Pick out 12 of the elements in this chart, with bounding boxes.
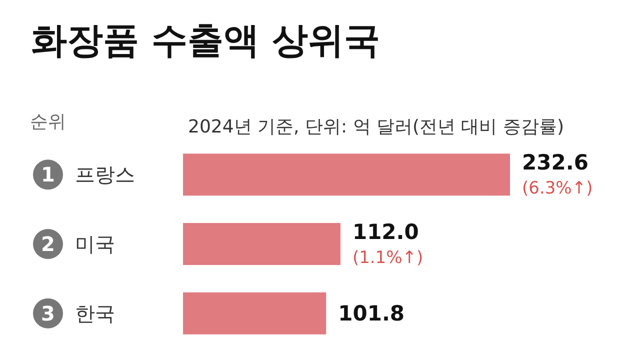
y-tick-label: 미국 (75, 232, 115, 256)
data-label: 101.8 (338, 301, 405, 326)
chart-subtitle: 2024년 기준, 단위: 억 달러(전년 대비 증감률) (188, 116, 564, 138)
data-label: 112.0 (1.1%↑) (352, 220, 424, 268)
text: 3 (41, 301, 55, 326)
text: 2 (41, 232, 55, 256)
chart-title: 화장품 수출액 상위국 (31, 20, 380, 62)
text: 순위 (30, 112, 66, 132)
data-label: 232.6 (6.3%↑) (522, 150, 593, 199)
y-tick-label: 한국 (75, 301, 115, 326)
text: 1 (41, 162, 55, 187)
y-tick-label: 프랑스 (75, 162, 135, 187)
